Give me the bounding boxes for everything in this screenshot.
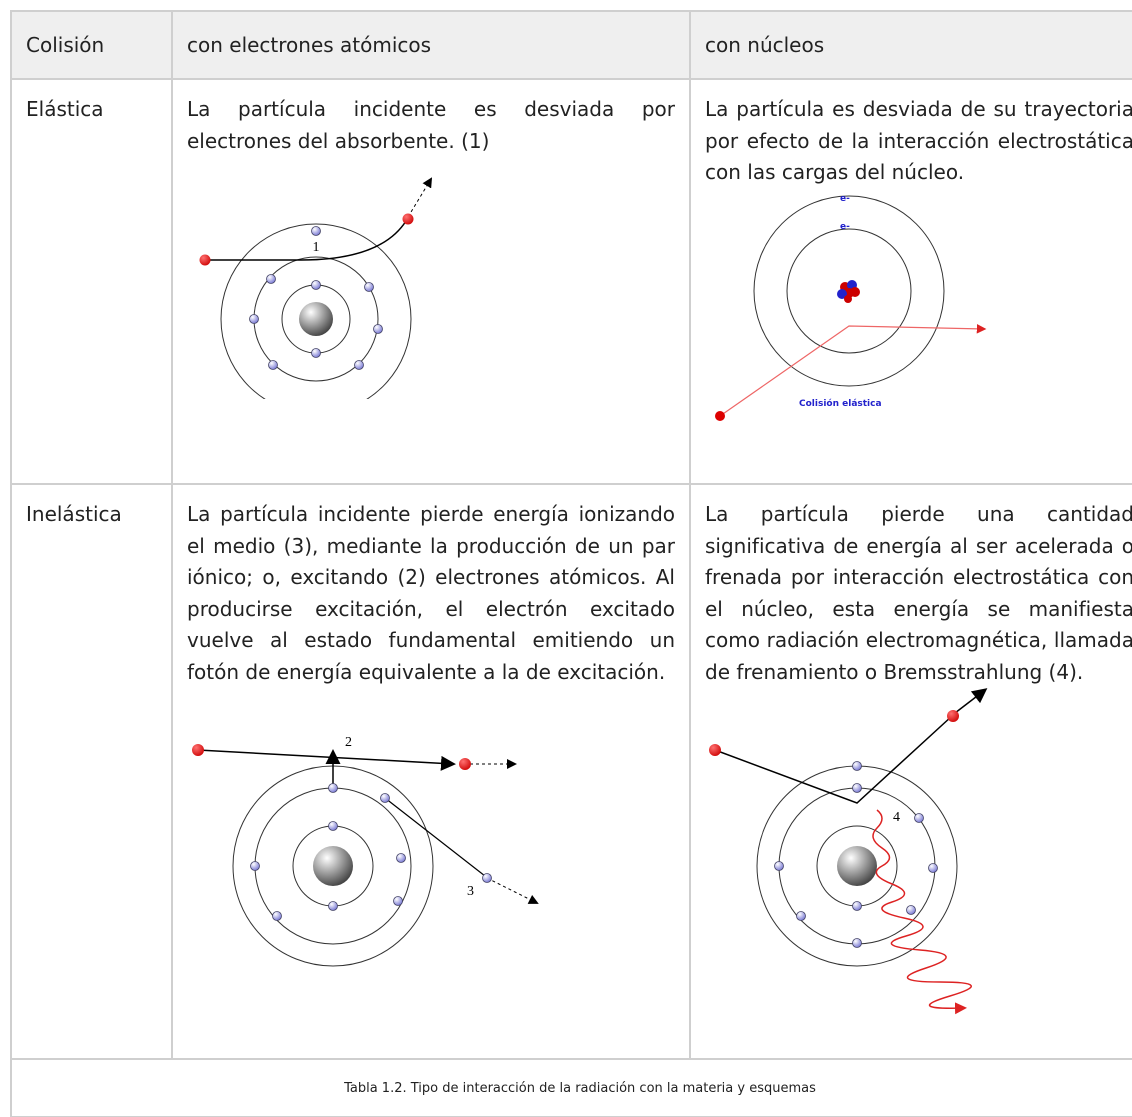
- electrons: [250, 783, 492, 921]
- cell: La partícula pierde una cantidad signifi…: [689, 483, 1132, 1060]
- header-cell: con núcleos: [689, 10, 1132, 80]
- trajectory: [719, 323, 987, 416]
- cell-text: La partícula incidente es desviada por e…: [187, 97, 675, 153]
- orbit: [753, 195, 945, 386]
- row: Elástica La partícula incidente es desvi…: [10, 78, 1132, 485]
- cell-text: La partícula pierde una cantidad signifi…: [705, 502, 1132, 684]
- particle: [192, 744, 204, 756]
- figure-label: 3: [467, 884, 474, 899]
- table: Colisión con electrones atómicos con núc…: [10, 10, 1132, 1117]
- wave: [872, 809, 972, 1015]
- electrons: [774, 761, 938, 948]
- particle: [459, 758, 471, 770]
- row-label: Elástica: [26, 97, 104, 121]
- nucleus: [837, 279, 860, 303]
- header-cell: con electrones atómicos: [171, 10, 691, 80]
- cell: Elástica: [10, 78, 173, 485]
- trajectory: [384, 797, 486, 877]
- figure: 2 3: [192, 735, 539, 967]
- figure-label: e-: [840, 222, 850, 232]
- caption: Tabla 1.2. Tipo de interacción de la rad…: [10, 1058, 1132, 1117]
- particle: [402, 213, 414, 225]
- figure-label: Colisión elástica: [799, 398, 882, 409]
- figure: e- e- Colisión elástica: [715, 194, 987, 421]
- nucleus: [837, 846, 877, 886]
- arrow: [486, 877, 539, 904]
- header-row: Colisión con electrones atómicos con núc…: [10, 10, 1132, 80]
- row: Inelástica La partícula incidente pierde…: [10, 483, 1132, 1060]
- figure: 1: [199, 177, 433, 399]
- orbit: [786, 228, 912, 353]
- cell-text: La partícula incidente pierde energía io…: [187, 502, 675, 684]
- arrow: [407, 177, 433, 218]
- header-cell: Colisión: [10, 10, 173, 80]
- figure: 4: [709, 688, 988, 1015]
- figure-label: 2: [345, 735, 352, 750]
- particle: [709, 744, 721, 756]
- particle: [715, 410, 725, 421]
- figure-label: e-: [840, 194, 850, 204]
- cell: La partícula es desviada de su trayector…: [689, 78, 1132, 485]
- electrons: [249, 226, 383, 370]
- nucleus: [313, 846, 353, 886]
- cell: Inelástica: [10, 483, 173, 1060]
- trajectory: [197, 749, 456, 771]
- figure-label: 4: [893, 810, 900, 825]
- row-label: Inelástica: [26, 502, 122, 526]
- particle: [947, 710, 959, 722]
- cell-text: La partícula es desviada de su trayector…: [705, 97, 1132, 184]
- caption-row: Tabla 1.2. Tipo de interacción de la rad…: [10, 1058, 1132, 1117]
- cell: La partícula incidente pierde energía io…: [171, 483, 691, 1060]
- arrow: [954, 688, 988, 714]
- nucleus: [299, 302, 333, 336]
- trajectory: [205, 220, 407, 261]
- figure-label: 1: [313, 240, 320, 255]
- orbit: [220, 223, 412, 399]
- trajectory: [714, 715, 953, 804]
- cell: La partícula incidente es desviada por e…: [171, 78, 691, 485]
- particle: [199, 254, 211, 266]
